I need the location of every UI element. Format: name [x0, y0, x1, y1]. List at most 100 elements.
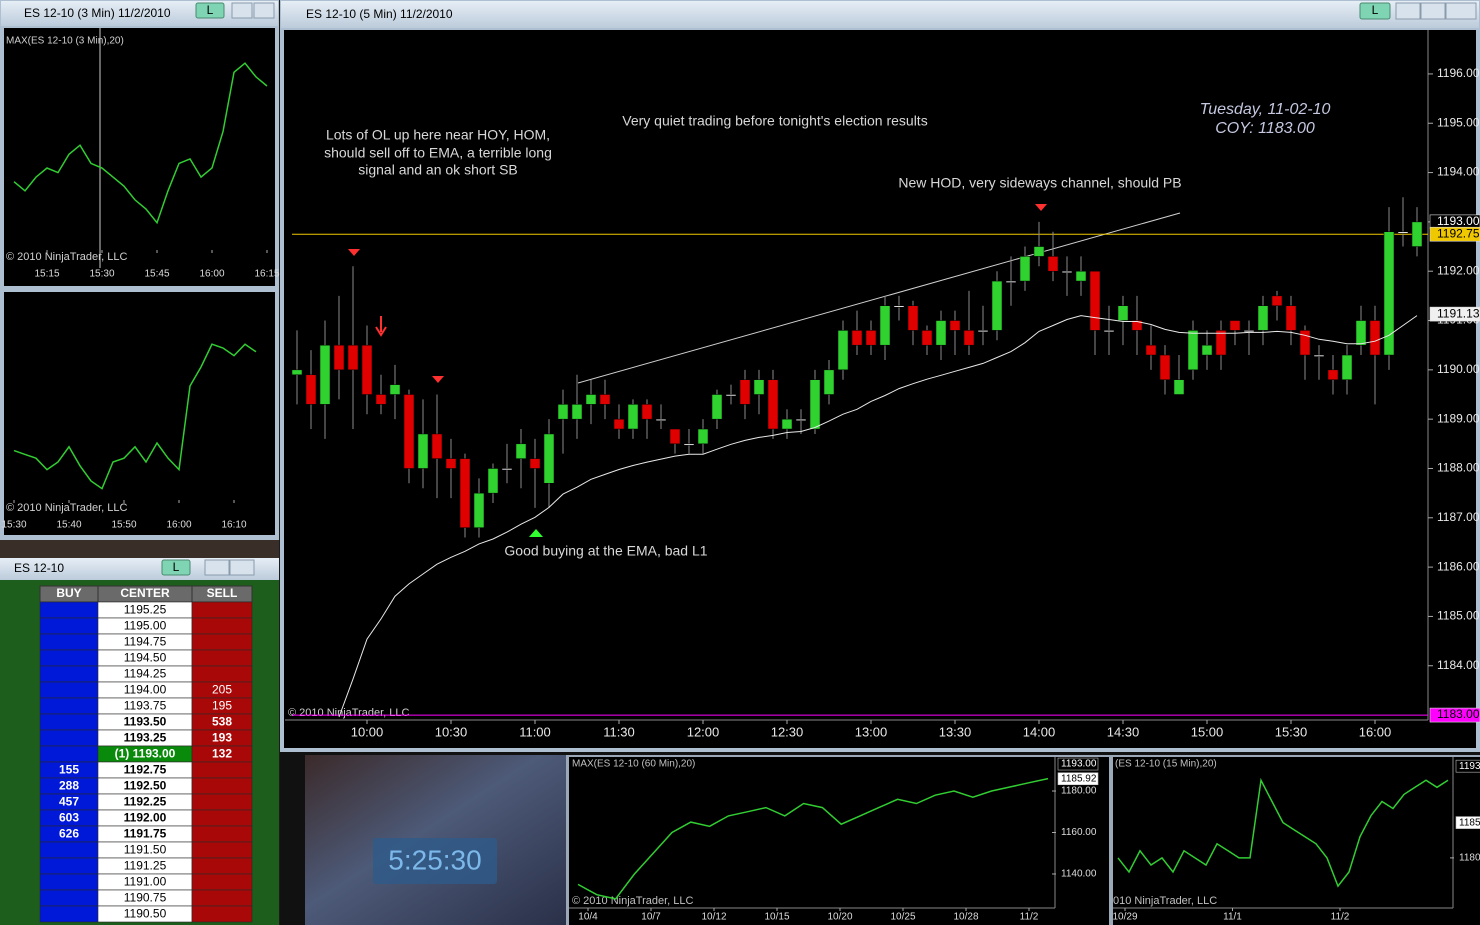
dom-cell	[39, 889, 99, 907]
dom-header: CENTER	[120, 586, 170, 600]
candle-body	[613, 418, 625, 430]
dom-cell	[191, 793, 253, 811]
candle-body	[417, 433, 429, 469]
x-tick-label: 15:40	[56, 520, 81, 531]
candle-body	[375, 394, 387, 405]
dom-size: 538	[212, 715, 232, 729]
x-tick-label: 16:00	[1359, 724, 1392, 739]
ema-line	[338, 315, 1418, 718]
annotation: signal and an ok short SB	[358, 162, 518, 178]
candle-body	[1201, 344, 1213, 356]
desktop-strip	[0, 540, 279, 558]
candle-body	[599, 394, 611, 405]
close-button[interactable]	[1445, 2, 1477, 20]
minimize-button[interactable]	[231, 2, 253, 19]
minimize-button[interactable]	[204, 559, 230, 576]
dom-cell	[39, 649, 99, 667]
candle-body	[1089, 270, 1101, 331]
dom-cell	[39, 729, 99, 747]
candle-body	[1131, 320, 1143, 331]
dom-price: 1191.75	[124, 827, 167, 841]
link-button[interactable]	[161, 559, 191, 576]
candle-body	[921, 330, 933, 346]
dom-size: 193	[212, 731, 232, 745]
candle-body	[725, 394, 737, 397]
candle-body	[697, 428, 709, 445]
link-button[interactable]	[195, 2, 225, 19]
candle-body	[305, 374, 317, 405]
candle-body	[865, 330, 877, 346]
copyright: 010 NinjaTrader, LLC	[1113, 895, 1217, 907]
x-tick-label: 10/29	[1112, 912, 1137, 923]
buy-marker	[529, 529, 543, 537]
y-tick-label: 1184.00	[1437, 658, 1480, 672]
x-tick-label: 10:30	[435, 724, 468, 739]
dom-price: 1192.50	[124, 779, 167, 793]
candle-body	[879, 305, 891, 346]
dom-size: 155	[59, 763, 79, 777]
x-tick-label: 16:10	[221, 520, 246, 531]
x-tick-label: 11:30	[603, 724, 635, 739]
dom-cell	[39, 697, 99, 715]
dom-cell	[191, 857, 253, 875]
candle-body	[1243, 330, 1255, 333]
candle-body	[1215, 330, 1227, 356]
candle-body	[1369, 320, 1381, 356]
x-tick-label: 15:30	[1, 520, 26, 531]
link-button-label[interactable]: L	[1372, 3, 1379, 17]
candle-body	[739, 379, 751, 405]
title-bar	[281, 1, 1479, 28]
dom-size: 626	[59, 827, 79, 841]
candle-body	[1047, 256, 1059, 272]
minimize-button[interactable]	[1395, 2, 1421, 20]
link-button-label[interactable]: L	[207, 3, 214, 17]
candle-body	[1383, 231, 1395, 356]
dom-price: 1194.50	[124, 651, 167, 665]
dom-price: 1195.00	[124, 619, 167, 633]
candle-body	[655, 418, 667, 421]
dom-header: BUY	[56, 586, 81, 600]
indicator-label: MAX(ES 12-10 (3 Min),20)	[6, 36, 124, 47]
link-button[interactable]	[1359, 2, 1391, 20]
dom-cell	[39, 745, 99, 763]
y-tick-label: 1180	[1459, 853, 1480, 864]
copyright: © 2010 NinjaTrader, LLC	[6, 251, 127, 263]
maximize-button[interactable]	[253, 2, 275, 19]
price-line	[13, 62, 268, 225]
copyright: © 2010 NinjaTrader, LLC	[572, 895, 693, 907]
trend-line	[577, 212, 1181, 384]
y-tick-label: 1186.00	[1437, 559, 1480, 573]
price-marker	[1057, 772, 1099, 786]
dom-cell	[191, 841, 253, 859]
maximize-button[interactable]	[1420, 2, 1446, 20]
date-note: COY: 1183.00	[1215, 120, 1315, 137]
x-tick-label: 11/2	[1331, 912, 1350, 923]
candle-body	[907, 305, 919, 331]
candle-body	[767, 379, 779, 430]
candle-body	[1103, 330, 1115, 333]
dom-cell	[191, 825, 253, 843]
dom-price: 1190.75	[124, 891, 167, 905]
candle-body	[1285, 305, 1297, 331]
copyright: © 2010 NinjaTrader, LLC	[288, 707, 409, 719]
link-button-label[interactable]: L	[173, 560, 180, 574]
candle-body	[1033, 246, 1045, 257]
candle-body	[991, 280, 1003, 331]
price-line	[1117, 777, 1449, 888]
dom-price: 1194.75	[124, 635, 167, 649]
x-tick-label: 10/15	[764, 912, 789, 923]
price-marker-label: 1192.75	[1437, 226, 1480, 240]
candle-body	[1257, 305, 1269, 331]
maximize-button[interactable]	[229, 559, 255, 576]
dom-price: 1191.25	[124, 859, 167, 873]
copyright: © 2010 NinjaTrader, LLC	[6, 502, 127, 514]
candle-body	[1341, 354, 1353, 380]
candle-body	[1299, 330, 1311, 356]
dom-cell	[191, 601, 253, 619]
candle-body	[949, 320, 961, 331]
dom-cell	[191, 617, 253, 635]
candle-body	[837, 330, 849, 371]
dom-cell	[191, 777, 253, 795]
date-note: Tuesday, 11-02-10	[1200, 101, 1331, 118]
y-tick-label: 1192.00	[1437, 263, 1480, 277]
